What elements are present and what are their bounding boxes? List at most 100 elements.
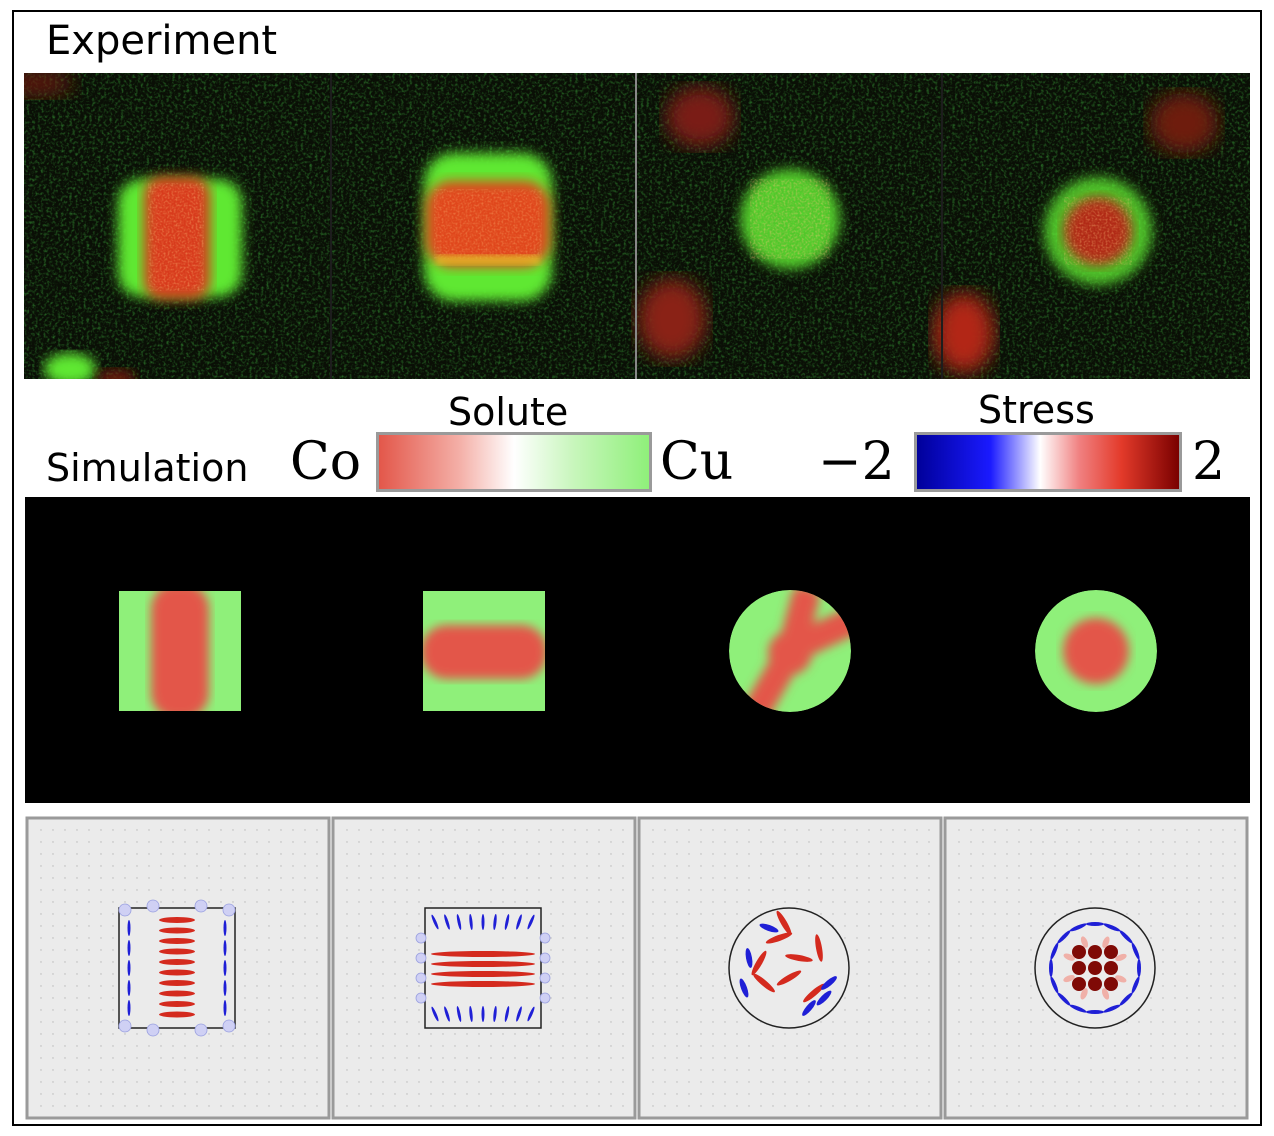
- stress-ellipse: [1072, 945, 1086, 959]
- stress-ellipse: [1102, 936, 1110, 948]
- stress-ellipse: [1086, 1010, 1104, 1014]
- stress-ellipse: [194, 899, 208, 913]
- stress-ellipse: [1069, 923, 1087, 932]
- stress-ellipse: [1088, 961, 1102, 975]
- stress-ellipse: [765, 932, 793, 944]
- stress-ellipse: [469, 914, 473, 930]
- stress-field-2: [415, 907, 551, 1029]
- stress-ellipse: [516, 914, 522, 930]
- stress-ellipse: [223, 920, 227, 936]
- stress-ellipse: [469, 1006, 473, 1022]
- stress-ellipse: [127, 920, 131, 936]
- stress-ellipse: [431, 914, 439, 930]
- stress-ellipse: [753, 973, 775, 993]
- stress-ellipse: [481, 1006, 485, 1022]
- stress-ellipse: [1115, 975, 1127, 983]
- stress-ellipse: [223, 940, 227, 956]
- experiment-particle-2: [424, 153, 552, 301]
- stress-ellipse: [785, 954, 813, 962]
- stress-ellipse: [415, 992, 427, 1004]
- stress-panel-4: [943, 816, 1249, 1120]
- stress-field-4: [1034, 907, 1156, 1029]
- stress-ellipse: [802, 1000, 816, 1016]
- stress-ellipse: [759, 923, 779, 933]
- stress-ellipse: [223, 1000, 227, 1016]
- stress-ellipse: [159, 969, 195, 976]
- solute-colorbar: [376, 432, 652, 492]
- stress-ellipse: [223, 980, 227, 996]
- stress-ellipse: [1103, 1004, 1121, 1013]
- stress-ellipse: [159, 990, 195, 997]
- stress-ellipse: [146, 1023, 160, 1037]
- stress-ellipse: [159, 917, 195, 923]
- stress-ellipse: [1050, 976, 1059, 994]
- stress-field-1: [118, 899, 236, 1037]
- stress-ellipse: [1050, 942, 1059, 960]
- simulation-particle-2: [423, 591, 545, 711]
- stress-ellipse: [1072, 961, 1086, 975]
- stress-ellipse: [1137, 959, 1141, 977]
- stress-ellipse: [816, 990, 832, 1006]
- stress-ellipse: [431, 971, 535, 977]
- stress-ellipse: [1080, 936, 1089, 948]
- stress-ellipse: [431, 951, 535, 957]
- stress-ellipse: [1063, 953, 1075, 961]
- stress-ellipse: [127, 940, 131, 956]
- stress-ellipse: [527, 914, 535, 930]
- stress-ellipse: [159, 948, 195, 955]
- stress-ellipse: [444, 914, 450, 930]
- stress-ellipse: [739, 978, 749, 998]
- solute-max-label: Cu: [660, 432, 734, 492]
- stress-ellipse: [456, 1006, 462, 1022]
- stress-ellipse: [431, 961, 535, 967]
- stress-ellipse: [431, 981, 535, 987]
- stress-ellipse: [1101, 988, 1110, 1000]
- stress-ellipse: [539, 932, 551, 944]
- stress-ellipse: [159, 927, 195, 934]
- stress-ellipse: [815, 934, 823, 962]
- stress-ellipse: [504, 914, 510, 930]
- stress-ellipse: [1119, 930, 1133, 944]
- experiment-particle-1: [24, 73, 242, 379]
- stress-colorbar: [914, 432, 1182, 492]
- stress-ellipse: [1131, 976, 1140, 994]
- stress-ellipse: [493, 914, 497, 930]
- stress-ellipse: [194, 1023, 208, 1037]
- stress-ellipse: [415, 972, 427, 984]
- stress-ellipse: [539, 952, 551, 964]
- stress-ellipse: [159, 938, 195, 944]
- stress-ellipse: [431, 1006, 439, 1022]
- simulation-title: Simulation: [46, 446, 249, 490]
- stress-ellipse: [1119, 992, 1133, 1006]
- stress-ellipse: [159, 959, 195, 965]
- stress-ellipse: [1049, 959, 1053, 977]
- solute-min-label: Co: [290, 432, 362, 492]
- stress-ellipse: [127, 1000, 131, 1016]
- stress-ellipse: [456, 914, 462, 930]
- simulation-panels: [25, 497, 1250, 803]
- stress-min-label: −2: [818, 432, 895, 492]
- experiment-particle-3: [638, 87, 840, 359]
- stress-ellipse: [527, 1006, 535, 1022]
- stress-panels: [25, 816, 1249, 1120]
- stress-ellipse: [415, 932, 427, 944]
- stress-ellipse: [745, 948, 753, 968]
- stress-ellipse: [159, 1001, 195, 1007]
- stress-ellipse: [539, 972, 551, 984]
- stress-ellipse: [803, 983, 825, 1003]
- stress-ellipse: [1104, 961, 1118, 975]
- stress-ellipse: [1069, 1004, 1087, 1013]
- stress-ellipse: [222, 1019, 236, 1033]
- stress-ellipse: [1103, 923, 1121, 932]
- stress-ellipse: [444, 1006, 450, 1022]
- stress-ellipse: [118, 1019, 132, 1033]
- stress-colorbar-title: Stress: [978, 388, 1095, 432]
- stress-ellipse: [127, 960, 131, 976]
- stress-ellipse: [493, 1006, 497, 1022]
- stress-outline-3: [728, 907, 850, 1029]
- stress-ellipse: [159, 1011, 195, 1018]
- stress-ellipse: [146, 899, 160, 913]
- stress-ellipse: [1115, 953, 1127, 962]
- experiment-particle-4: [934, 93, 1218, 373]
- stress-ellipse: [1088, 977, 1102, 991]
